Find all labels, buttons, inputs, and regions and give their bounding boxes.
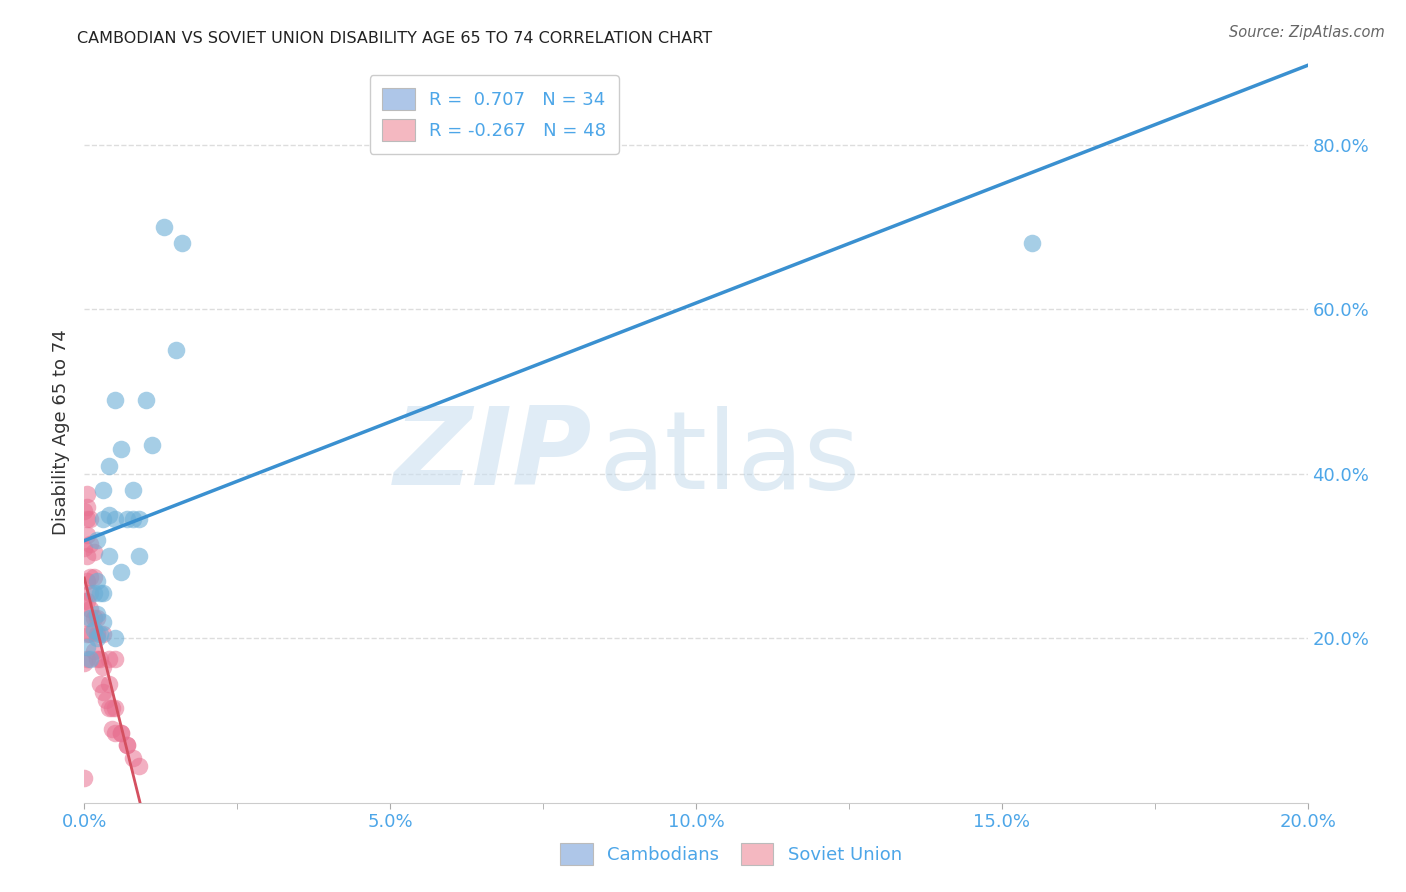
Point xyxy=(89,652,111,666)
Point xyxy=(172,236,194,251)
Point xyxy=(86,607,108,621)
Point xyxy=(1021,236,1043,251)
Point xyxy=(79,586,101,600)
Point xyxy=(91,586,114,600)
Point xyxy=(91,685,114,699)
Point xyxy=(122,750,145,764)
Point xyxy=(83,623,105,637)
Point xyxy=(76,652,98,666)
Point xyxy=(110,726,132,740)
Point xyxy=(73,656,96,670)
Point xyxy=(73,594,96,608)
Point xyxy=(76,500,98,514)
Point xyxy=(110,442,132,456)
Point xyxy=(89,676,111,690)
Point xyxy=(76,528,98,542)
Point xyxy=(76,610,98,624)
Point xyxy=(86,652,108,666)
Point xyxy=(79,602,101,616)
Point xyxy=(128,512,150,526)
Text: CAMBODIAN VS SOVIET UNION DISABILITY AGE 65 TO 74 CORRELATION CHART: CAMBODIAN VS SOVIET UNION DISABILITY AGE… xyxy=(77,31,713,46)
Legend: Cambodians, Soviet Union: Cambodians, Soviet Union xyxy=(550,832,912,876)
Point xyxy=(104,512,127,526)
Point xyxy=(73,504,96,518)
Point xyxy=(83,643,105,657)
Point xyxy=(110,566,132,580)
Point xyxy=(153,219,176,234)
Point xyxy=(104,652,127,666)
Point xyxy=(79,569,101,583)
Point xyxy=(79,512,101,526)
Point xyxy=(79,536,101,550)
Point xyxy=(97,676,120,690)
Text: ZIP: ZIP xyxy=(394,401,592,508)
Point xyxy=(86,632,108,646)
Point xyxy=(104,701,127,715)
Point xyxy=(91,627,114,641)
Point xyxy=(83,586,105,600)
Text: Source: ZipAtlas.com: Source: ZipAtlas.com xyxy=(1229,25,1385,40)
Point xyxy=(128,549,150,563)
Point xyxy=(110,726,132,740)
Point xyxy=(76,594,98,608)
Point xyxy=(128,758,150,772)
Point xyxy=(79,627,101,641)
Point xyxy=(115,512,138,526)
Point xyxy=(97,701,120,715)
Point xyxy=(91,660,114,674)
Point xyxy=(115,738,138,752)
Point xyxy=(83,569,105,583)
Point xyxy=(94,693,117,707)
Point xyxy=(122,483,145,498)
Point xyxy=(104,632,127,646)
Point xyxy=(135,392,157,407)
Point xyxy=(91,512,114,526)
Point xyxy=(89,627,111,641)
Point xyxy=(76,549,98,563)
Point xyxy=(76,574,98,588)
Point xyxy=(79,610,101,624)
Point xyxy=(86,627,108,641)
Point xyxy=(165,343,187,358)
Point xyxy=(86,610,108,624)
Point xyxy=(76,512,98,526)
Point xyxy=(83,610,105,624)
Point xyxy=(141,438,163,452)
Point xyxy=(97,508,120,522)
Point xyxy=(97,652,120,666)
Point xyxy=(89,586,111,600)
Point xyxy=(97,549,120,563)
Legend: R =  0.707   N = 34, R = -0.267   N = 48: R = 0.707 N = 34, R = -0.267 N = 48 xyxy=(370,75,619,153)
Point xyxy=(73,541,96,555)
Point xyxy=(101,701,124,715)
Point xyxy=(122,512,145,526)
Point xyxy=(91,483,114,498)
Point xyxy=(104,726,127,740)
Point xyxy=(83,545,105,559)
Point xyxy=(73,771,96,785)
Point xyxy=(97,458,120,473)
Point xyxy=(76,627,98,641)
Point xyxy=(76,640,98,654)
Point xyxy=(86,533,108,547)
Point xyxy=(79,652,101,666)
Y-axis label: Disability Age 65 to 74: Disability Age 65 to 74 xyxy=(52,330,70,535)
Point xyxy=(104,392,127,407)
Point xyxy=(76,487,98,501)
Point xyxy=(115,738,138,752)
Text: atlas: atlas xyxy=(598,406,860,511)
Point xyxy=(91,615,114,629)
Point xyxy=(86,574,108,588)
Point xyxy=(101,722,124,736)
